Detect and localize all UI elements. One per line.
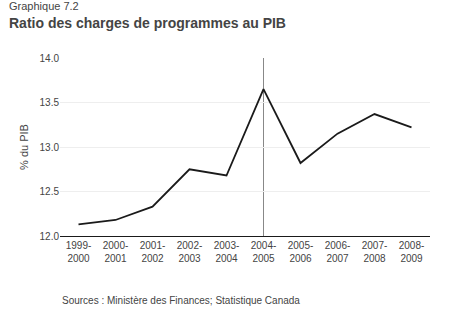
svg-text:1999-2000: 1999-2000	[66, 240, 92, 264]
svg-text:2002-2003: 2002-2003	[177, 240, 203, 264]
svg-text:2000-2001: 2000-2001	[103, 240, 129, 264]
svg-text:12.0: 12.0	[40, 231, 60, 242]
svg-text:2003-2004: 2003-2004	[214, 240, 240, 264]
svg-text:2007-2008: 2007-2008	[362, 240, 388, 264]
svg-text:% du PIB: % du PIB	[18, 124, 30, 170]
svg-text:14.0: 14.0	[40, 53, 60, 64]
svg-text:2005-2006: 2005-2006	[288, 240, 314, 264]
svg-text:13.5: 13.5	[40, 97, 60, 108]
svg-text:Sources : Ministère des Financ: Sources : Ministère des Finances; Statis…	[62, 295, 300, 306]
svg-text:12.5: 12.5	[40, 186, 60, 197]
svg-text:2001-2002: 2001-2002	[140, 240, 166, 264]
svg-text:Graphique 7.2Ratio des charges: Graphique 7.2Ratio des charges de progra…	[9, 0, 286, 31]
svg-text:2008-2009: 2008-2009	[399, 240, 425, 264]
svg-text:2004-2005: 2004-2005	[251, 240, 277, 264]
svg-text:2006-2007: 2006-2007	[325, 240, 351, 264]
svg-text:13.0: 13.0	[40, 142, 60, 153]
